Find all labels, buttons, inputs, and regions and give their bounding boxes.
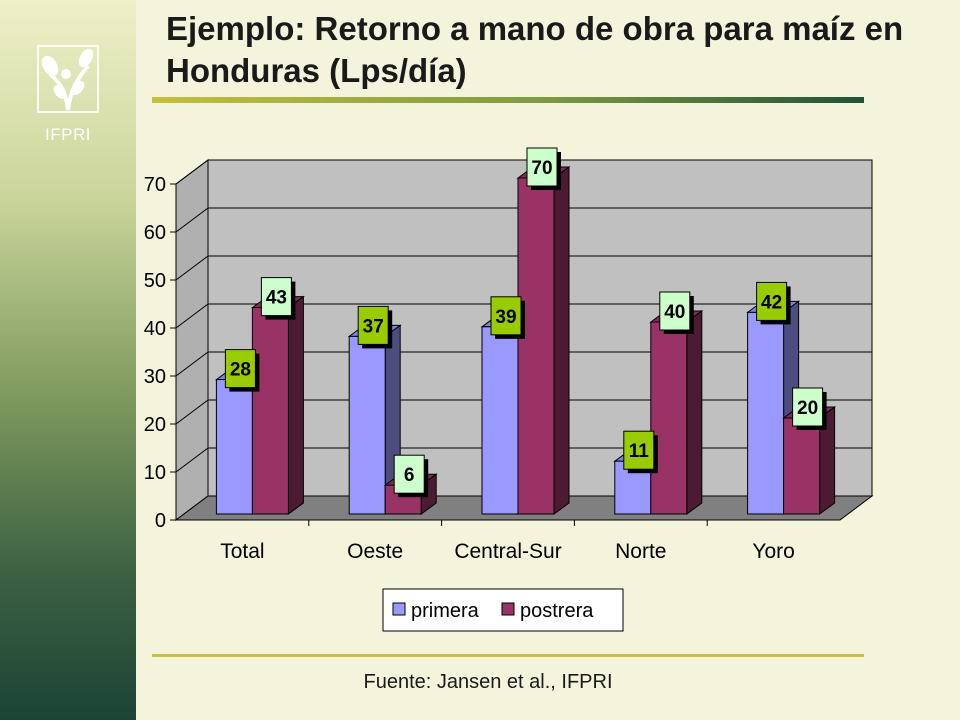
y-tick-label: 30 bbox=[144, 366, 166, 388]
gridline-side bbox=[175, 303, 209, 329]
data-label-box bbox=[659, 291, 691, 331]
data-label-text: 28 bbox=[230, 360, 251, 381]
bar-front bbox=[251, 307, 289, 515]
bar-side bbox=[686, 310, 703, 515]
data-label-text: 70 bbox=[531, 158, 552, 179]
bar-front bbox=[481, 326, 519, 515]
legend-swatch bbox=[501, 602, 515, 616]
bar bbox=[649, 310, 704, 515]
y-tick-label: 20 bbox=[144, 414, 166, 436]
gridline-side bbox=[175, 351, 209, 377]
data-label: 11 bbox=[623, 430, 658, 474]
data-label-text: 11 bbox=[629, 441, 650, 462]
bar-series bbox=[214, 166, 837, 515]
bar-front bbox=[747, 311, 785, 515]
y-tick-label: 50 bbox=[144, 270, 166, 292]
slide-title: Ejemplo: Retorno a mano de obra para maí… bbox=[166, 10, 904, 89]
bar-front bbox=[348, 335, 386, 515]
data-label: 40 bbox=[659, 291, 694, 334]
x-tick-label: Total bbox=[220, 540, 264, 563]
bar-side bbox=[287, 295, 304, 515]
data-label: 28 bbox=[224, 349, 260, 392]
data-label-box bbox=[357, 305, 389, 345]
gridline-side bbox=[175, 159, 209, 185]
data-label-text: 39 bbox=[495, 307, 516, 328]
chart-side-wall bbox=[175, 159, 209, 521]
bar bbox=[516, 166, 571, 515]
data-label: 70 bbox=[526, 147, 561, 190]
data-labels: 28 43 37 6 39 70 11 40 42 20 bbox=[224, 147, 827, 498]
y-tick-label: 60 bbox=[144, 222, 166, 244]
data-label-text: 20 bbox=[797, 398, 818, 419]
bar bbox=[782, 406, 837, 515]
bar-chart: 0 10 20 30 40 50 60 70 Total Oeste Central-Sur Nor… bbox=[144, 147, 874, 632]
logo-text: IFPRI bbox=[45, 125, 91, 144]
data-label: 20 bbox=[792, 387, 827, 430]
chart-legend: primera postrera bbox=[382, 588, 624, 632]
data-label-box bbox=[756, 281, 788, 321]
data-label-text: 43 bbox=[266, 288, 287, 309]
ifpri-logo-icon bbox=[37, 45, 99, 113]
bar bbox=[347, 324, 402, 515]
data-label: 42 bbox=[756, 281, 791, 325]
gridline-side bbox=[175, 399, 209, 425]
y-tick-label: 40 bbox=[144, 318, 166, 340]
bar-front bbox=[650, 321, 688, 515]
data-label-text: 40 bbox=[664, 302, 685, 323]
data-label: 39 bbox=[490, 296, 525, 339]
data-label-box bbox=[623, 430, 655, 470]
title-rule bbox=[152, 97, 864, 103]
gridline-side bbox=[175, 447, 209, 473]
legend-label: postrera bbox=[520, 600, 594, 622]
sidebar-gradient: IFPRI bbox=[0, 0, 136, 720]
data-label-text: 37 bbox=[363, 316, 384, 337]
x-tick-label: Oeste bbox=[347, 540, 403, 563]
y-tick-label: 70 bbox=[144, 174, 166, 196]
bottom-rule bbox=[152, 654, 864, 657]
legend-swatch bbox=[392, 602, 406, 616]
x-tick-label: Yoro bbox=[752, 540, 794, 563]
gridline-side bbox=[175, 207, 209, 233]
legend-label: primera bbox=[411, 600, 480, 622]
bar-front bbox=[517, 177, 555, 515]
x-tick-label: Central-Sur bbox=[454, 540, 561, 563]
x-tick-label: Norte bbox=[615, 540, 666, 563]
y-tick-label: 10 bbox=[144, 462, 166, 484]
data-label: 37 bbox=[357, 305, 393, 349]
data-label-box bbox=[224, 349, 256, 389]
data-label-text: 6 bbox=[404, 465, 415, 486]
data-label-box bbox=[393, 454, 425, 494]
data-label: 6 bbox=[393, 454, 429, 498]
bar bbox=[250, 295, 305, 515]
bar-front bbox=[215, 379, 253, 515]
x-axis-ticks: Total Oeste Central-Sur Norte Yoro bbox=[220, 520, 795, 563]
data-label: 43 bbox=[260, 277, 296, 320]
source-note: Fuente: Jansen et al., IFPRI bbox=[363, 671, 613, 693]
gridline-side bbox=[175, 255, 209, 281]
bar-side bbox=[553, 166, 570, 515]
data-label-text: 42 bbox=[761, 292, 782, 313]
y-tick-label: 0 bbox=[155, 510, 166, 532]
bar-front bbox=[783, 417, 821, 515]
data-label-box bbox=[792, 387, 824, 427]
data-label-box bbox=[260, 277, 292, 317]
data-label-box bbox=[490, 296, 522, 336]
data-label-box bbox=[526, 147, 558, 187]
y-axis-ticks: 0 10 20 30 40 50 60 70 bbox=[144, 174, 176, 532]
